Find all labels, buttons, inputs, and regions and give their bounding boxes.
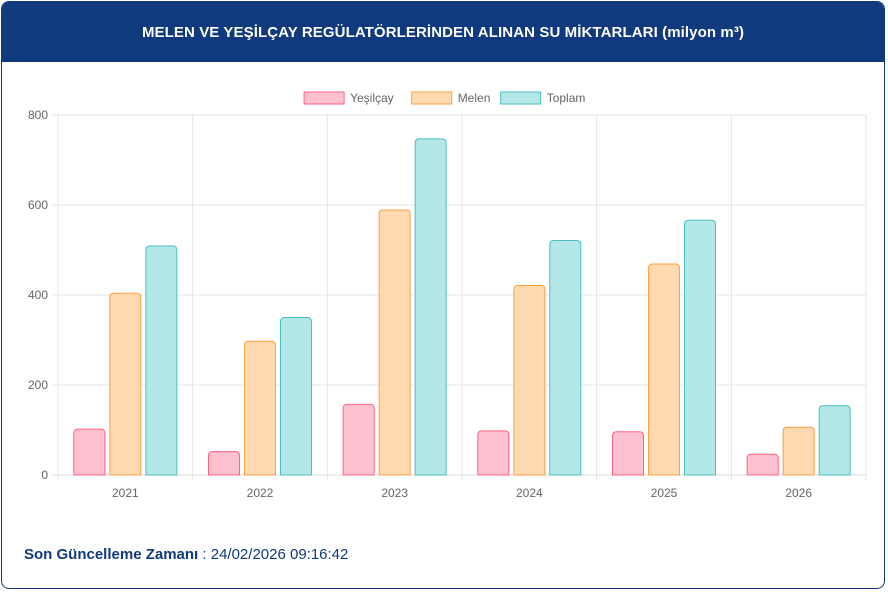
last-update-label: Son Güncelleme Zamanı — [24, 546, 199, 563]
bar — [109, 292, 142, 476]
bar — [414, 138, 447, 476]
x-tick-label: 2026 — [785, 486, 812, 500]
bar — [782, 426, 815, 476]
y-tick-label: 600 — [28, 198, 48, 212]
legend-label[interactable]: Yeşilçay — [350, 91, 394, 105]
bar — [818, 405, 851, 476]
legend-swatch[interactable] — [411, 91, 453, 105]
y-tick-label: 200 — [28, 378, 48, 392]
legend-label[interactable]: Toplam — [547, 91, 586, 105]
x-tick-label: 2024 — [516, 486, 543, 500]
last-update-value: 24/02/2026 09:16:42 — [210, 546, 349, 563]
bar — [208, 451, 240, 476]
bar — [378, 209, 411, 476]
y-tick-label: 400 — [28, 288, 48, 302]
legend-label[interactable]: Melen — [458, 91, 491, 105]
bar — [477, 430, 510, 476]
bar — [612, 431, 644, 476]
legend-swatch[interactable] — [303, 91, 345, 105]
bar — [145, 245, 178, 476]
chart-title: MELEN VE YEŞİLÇAY REGÜLATÖRLERİNDEN ALIN… — [2, 2, 884, 62]
bar — [73, 428, 106, 476]
last-update: Son Güncelleme Zamanı : 24/02/2026 09:16… — [24, 546, 348, 563]
x-tick-label: 2021 — [112, 486, 139, 500]
legend-swatch[interactable] — [500, 91, 542, 105]
bar — [746, 453, 779, 476]
last-update-separator: : — [198, 546, 211, 563]
x-tick-label: 2022 — [247, 486, 274, 500]
x-tick-label: 2023 — [381, 486, 408, 500]
bar — [244, 340, 276, 476]
x-tick-label: 2025 — [651, 486, 678, 500]
y-tick-label: 800 — [28, 108, 48, 122]
bar — [684, 219, 716, 476]
bar — [648, 263, 680, 476]
bar — [513, 285, 546, 476]
y-tick-label: 0 — [41, 468, 48, 482]
bar — [549, 240, 582, 476]
bar-chart: 0 200 400 600 800 2021 2022 2023 2024 2025 2026 Yeş… — [28, 91, 867, 500]
bar — [280, 317, 312, 476]
bar — [342, 403, 375, 476]
